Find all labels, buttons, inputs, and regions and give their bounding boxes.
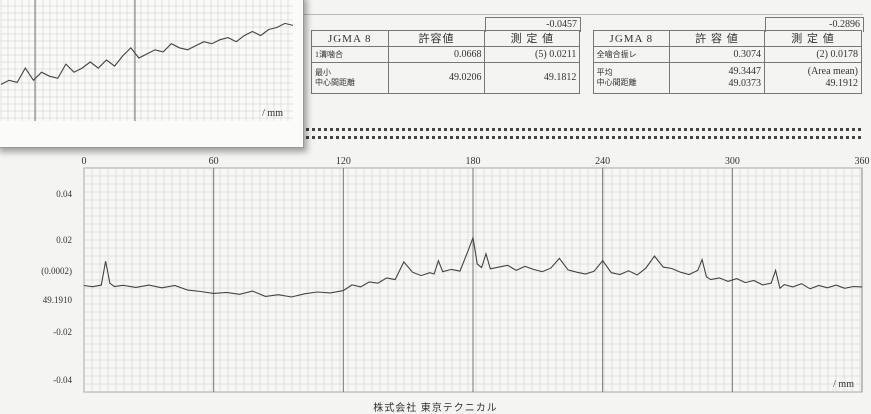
dotted-separator-2 — [300, 136, 861, 139]
y-tick-label: (0.0002) — [41, 266, 72, 276]
left-row2-label: 最小 中心間距離 — [311, 62, 389, 94]
right-row2-measured-line2: 49.1912 — [825, 78, 859, 89]
y-tick-label: 49.1910 — [43, 295, 73, 305]
x-tick-label: 360 — [855, 156, 870, 167]
left-row2-allow: 49.0206 — [387, 62, 486, 94]
x-tick-label: 120 — [336, 156, 351, 167]
right-row2-label: 平均 中心間距離 — [592, 62, 671, 94]
sheet-top-rule — [300, 14, 863, 15]
left-header-measured: 測 定 値 — [484, 30, 581, 47]
right-row2-allow-line2: 49.0373 — [728, 78, 762, 89]
x-tick-label: 0 — [82, 156, 87, 167]
y-tick-label: 0.04 — [56, 189, 72, 199]
left-row2-label-line1: 最小 — [315, 68, 331, 77]
unit-label: / mm — [833, 379, 854, 390]
x-tick-label: 300 — [725, 156, 740, 167]
inset-chart-card: / mm — [0, 0, 304, 148]
y-tick-label: 0.02 — [56, 235, 72, 245]
y-tick-label: -0.04 — [53, 375, 72, 385]
error-trace-line — [83, 235, 863, 298]
inset-error-chart: / mm — [0, 0, 294, 121]
right-row2-label-line2: 中心間距離 — [596, 78, 637, 87]
right-row2-measured-line1: (Area mean) — [807, 66, 858, 77]
right-header-measured: 測 定 値 — [764, 30, 862, 47]
inset-plot-area — [1, 0, 293, 121]
right-row2-label-line1: 平均 — [596, 68, 613, 77]
x-tick-label: 240 — [595, 156, 610, 167]
inset-unit-label: / mm — [262, 108, 283, 119]
left-row2-label-line2: 中心間距離 — [315, 78, 355, 87]
right-row2-measured: (Area mean) 49.1912 — [764, 62, 862, 94]
x-tick-label: 60 — [209, 156, 219, 167]
inset-trace-line — [0, 22, 294, 85]
dotted-separator-1 — [300, 128, 861, 131]
measurement-table: JGMA 8 許容値 測 定 値 JGMA 8 許 容 値 測 定 値 1溝噛合… — [311, 30, 862, 94]
y-tick-label: -0.02 — [53, 327, 72, 337]
left-row2-measured: 49.1812 — [484, 62, 581, 94]
left-top-value: -0.0457 — [485, 17, 581, 32]
right-row2-allow-line1: 49.3447 — [728, 66, 762, 77]
x-tick-label: 180 — [466, 156, 481, 167]
right-top-value: -0.2896 — [765, 17, 864, 32]
company-footer: 株式会社 東京テクニカル — [373, 403, 498, 414]
